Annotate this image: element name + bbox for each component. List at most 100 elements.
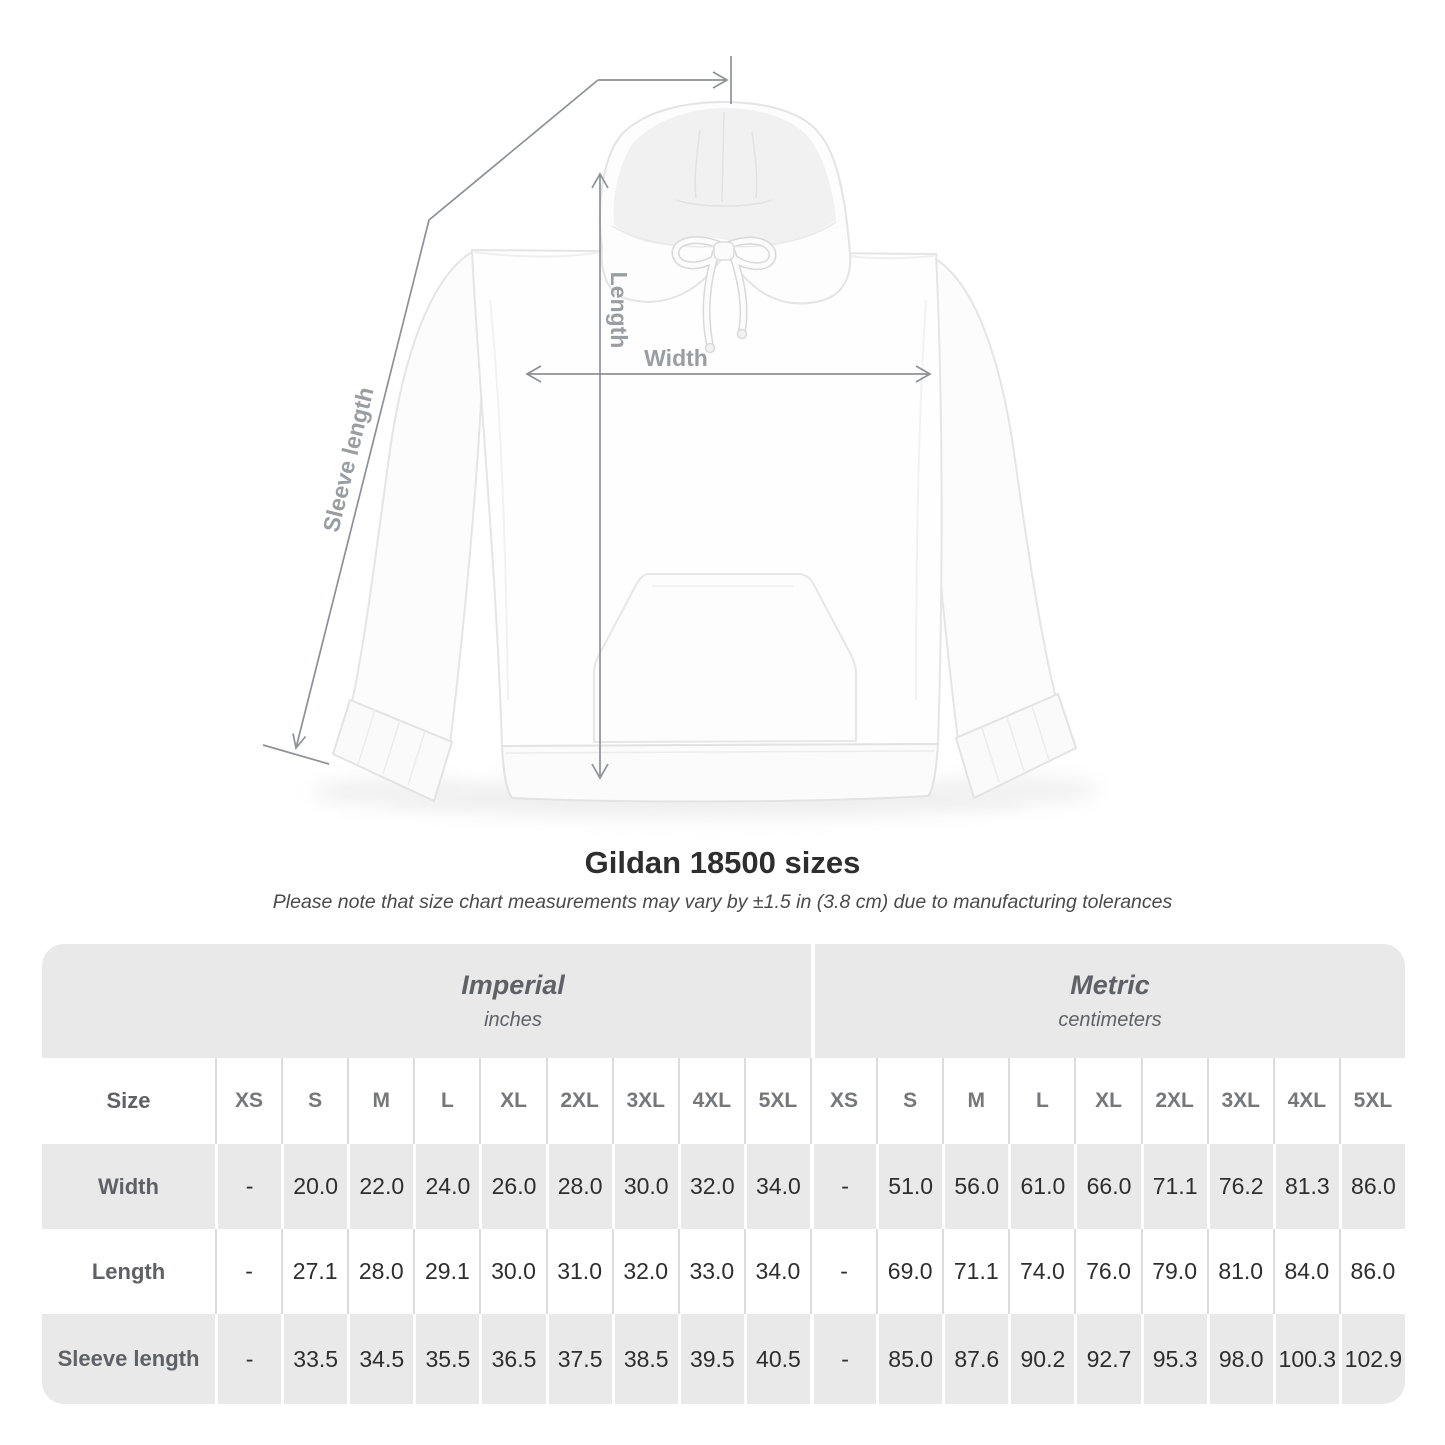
value-cell-imperial: 37.5 bbox=[545, 1314, 612, 1404]
value-cell-imperial: 30.0 bbox=[479, 1229, 545, 1314]
table-row: Length -27.1 28.0 29.1 30.0 31.0 32.0 33.0 34.0-… bbox=[42, 1229, 1405, 1314]
value-cell-metric: 76.2 bbox=[1206, 1144, 1273, 1229]
value-cell-imperial: 34.5 bbox=[347, 1314, 413, 1404]
hoodie-hood bbox=[599, 100, 852, 305]
title-block: Gildan 18500 sizes Please note that size… bbox=[0, 845, 1445, 914]
value-cell-metric: 56.0 bbox=[942, 1144, 1008, 1229]
value-cell-metric: 79.0 bbox=[1140, 1229, 1207, 1314]
unit-group-row: Imperial inches Metric centimeters bbox=[42, 944, 1405, 1058]
value-cell-imperial: 39.5 bbox=[677, 1314, 744, 1404]
hoodie-pocket bbox=[593, 573, 857, 744]
size-column-header-metric-XL: XL bbox=[1074, 1058, 1140, 1144]
size-column-header-imperial-3XL: 3XL bbox=[611, 1058, 678, 1144]
row-label: Length bbox=[91, 1258, 166, 1284]
page-title: Gildan 18500 sizes bbox=[584, 845, 861, 880]
value-cell-imperial: 26.0 bbox=[479, 1144, 545, 1229]
sleeve-measure-arrow bbox=[262, 56, 732, 765]
width-annotation-label: Width bbox=[644, 345, 708, 371]
size-column-header-imperial-5XL: 5XL bbox=[743, 1058, 810, 1144]
value-cell-metric: 69.0 bbox=[876, 1229, 942, 1314]
length-annotation-label: Length bbox=[606, 272, 632, 349]
table-row: Sleeve length - 33.5 34.5 35.5 36.5 37.5 38.5 39… bbox=[42, 1314, 1405, 1404]
value-cell-imperial: - bbox=[215, 1144, 281, 1229]
size-table: Imperial inches Metric centimeters Size X… bbox=[42, 944, 1405, 1404]
size-column-header-imperial-L: L bbox=[413, 1058, 479, 1144]
value-cell-metric: 81.3 bbox=[1272, 1144, 1339, 1229]
value-cell-metric: 51.0 bbox=[876, 1144, 942, 1229]
value-cell-metric: 85.0 bbox=[876, 1314, 942, 1404]
value-cell-imperial: 22.0 bbox=[347, 1144, 413, 1229]
size-column-header-metric-M: M bbox=[942, 1058, 1008, 1144]
size-column-header-metric-L: L bbox=[1008, 1058, 1074, 1144]
value-cell-imperial: 36.5 bbox=[479, 1314, 545, 1404]
tolerance-note: Please note that size chart measurements… bbox=[272, 891, 1173, 913]
value-cell-imperial: 31.0 bbox=[545, 1229, 612, 1314]
group-corner-spacer bbox=[42, 944, 215, 1058]
value-cell-imperial: 34.0 bbox=[743, 1229, 810, 1314]
length-measure-arrow bbox=[591, 172, 609, 780]
hoodie-figure: Length Width Sleeve length bbox=[262, 56, 1098, 818]
size-column-header-metric-XS: XS bbox=[810, 1058, 876, 1144]
imperial-unit-label: inches bbox=[484, 1009, 542, 1031]
value-cell-metric: 87.6 bbox=[942, 1314, 1008, 1404]
value-cell-imperial: 30.0 bbox=[611, 1144, 678, 1229]
metric-group-label: Metric bbox=[1070, 970, 1150, 1000]
value-cell-imperial: 24.0 bbox=[413, 1144, 479, 1229]
value-cell-imperial: 28.0 bbox=[545, 1144, 612, 1229]
value-cell-imperial: 27.1 bbox=[281, 1229, 347, 1314]
value-cell-imperial: 35.5 bbox=[413, 1314, 479, 1404]
size-column-header-metric-2XL: 2XL bbox=[1140, 1058, 1207, 1144]
size-column-header-imperial-4XL: 4XL bbox=[677, 1058, 744, 1144]
size-column-header-metric-3XL: 3XL bbox=[1206, 1058, 1273, 1144]
value-cell-imperial: 32.0 bbox=[611, 1229, 678, 1314]
value-cell-imperial: 29.1 bbox=[413, 1229, 479, 1314]
hoodie-cuffs bbox=[331, 692, 1078, 803]
value-cell-imperial: 34.0 bbox=[743, 1144, 810, 1229]
value-cell-metric: - bbox=[810, 1144, 876, 1229]
value-cell-metric: 81.0 bbox=[1206, 1229, 1273, 1314]
hoodie-hem bbox=[500, 742, 940, 803]
size-column-header-imperial-2XL: 2XL bbox=[545, 1058, 612, 1144]
value-cell-metric: - bbox=[810, 1229, 876, 1314]
size-table-grid: Size XS S M L XL 2XL 3XL 4XL 5XL XS S M L XL 2XL 3XL 4XL 5… bbox=[42, 1058, 1405, 1404]
hoodie-sleeves bbox=[350, 250, 1058, 746]
size-column-header-imperial-XS: XS bbox=[215, 1058, 281, 1144]
hoodie-drawstrings bbox=[671, 236, 777, 354]
imperial-group-label: Imperial bbox=[461, 970, 565, 1000]
size-column-header-imperial-M: M bbox=[347, 1058, 413, 1144]
value-cell-metric: 71.1 bbox=[1140, 1144, 1207, 1229]
size-column-header-imperial-XL: XL bbox=[479, 1058, 545, 1144]
size-corner-header: Size bbox=[106, 1088, 151, 1113]
value-cell-metric: 90.2 bbox=[1008, 1314, 1074, 1404]
size-column-header-imperial-S: S bbox=[281, 1058, 347, 1144]
value-cell-imperial: 33.0 bbox=[677, 1229, 744, 1314]
value-cell-metric: 100.3 bbox=[1272, 1314, 1339, 1404]
value-cell-metric: 95.3 bbox=[1140, 1314, 1207, 1404]
value-cell-metric: 102.9 bbox=[1338, 1314, 1405, 1404]
value-cell-metric: - bbox=[810, 1314, 876, 1404]
table-row: Size XS S M L XL 2XL 3XL 4XL 5XL XS S M L XL 2XL 3XL 4XL 5… bbox=[42, 1058, 1405, 1144]
metric-group-header: Metric centimeters bbox=[811, 944, 1405, 1058]
value-cell-metric: 84.0 bbox=[1272, 1229, 1339, 1314]
value-cell-imperial: 20.0 bbox=[281, 1144, 347, 1229]
value-cell-metric: 66.0 bbox=[1074, 1144, 1140, 1229]
value-cell-imperial: - bbox=[215, 1229, 281, 1314]
row-label: Width bbox=[98, 1173, 159, 1199]
value-cell-metric: 98.0 bbox=[1206, 1314, 1273, 1404]
value-cell-metric: 74.0 bbox=[1008, 1229, 1074, 1314]
imperial-group-header: Imperial inches bbox=[215, 944, 811, 1058]
size-column-header-metric-S: S bbox=[876, 1058, 942, 1144]
value-cell-imperial: 40.5 bbox=[743, 1314, 810, 1404]
table-row: Width -20.0 22.0 24.0 26.0 28.0 30.0 32.0 34.0-5… bbox=[42, 1144, 1405, 1229]
value-cell-imperial: 32.0 bbox=[677, 1144, 744, 1229]
width-measure-arrow bbox=[525, 365, 932, 383]
metric-unit-label: centimeters bbox=[1058, 1009, 1162, 1031]
value-cell-metric: 86.0 bbox=[1338, 1144, 1405, 1229]
value-cell-imperial: 33.5 bbox=[281, 1314, 347, 1404]
row-label: Sleeve length bbox=[57, 1346, 200, 1371]
value-cell-metric: 76.0 bbox=[1074, 1229, 1140, 1314]
value-cell-imperial: 38.5 bbox=[611, 1314, 678, 1404]
value-cell-imperial: 28.0 bbox=[347, 1229, 413, 1314]
value-cell-metric: 86.0 bbox=[1338, 1229, 1405, 1314]
value-cell-metric: 92.7 bbox=[1074, 1314, 1140, 1404]
